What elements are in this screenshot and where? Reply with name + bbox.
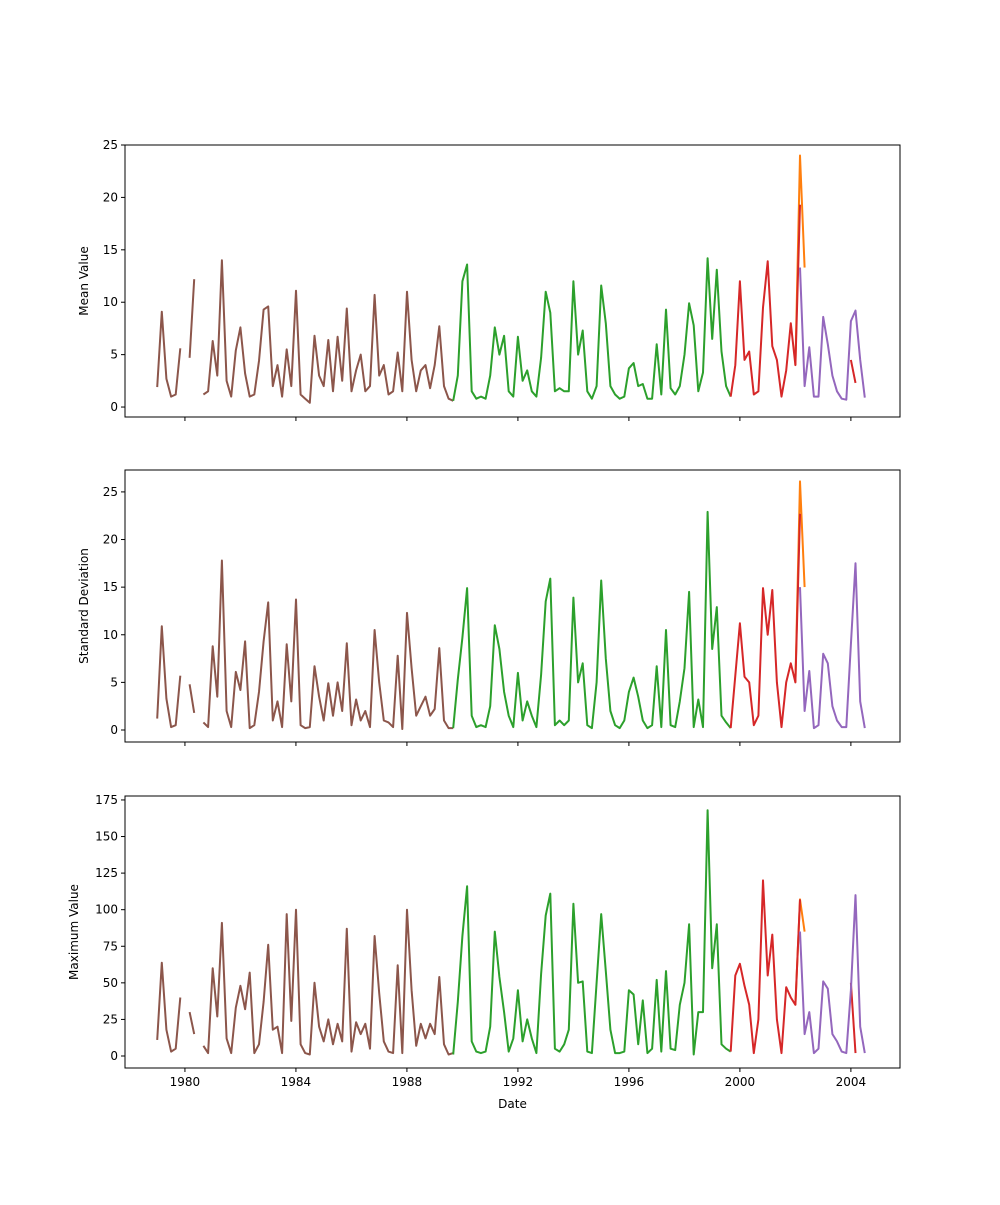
y-tick-label-std: 10 xyxy=(103,628,118,642)
series-line-green-mean xyxy=(452,257,732,401)
x-tick-label: 2000 xyxy=(725,1075,756,1089)
y-tick-label-mean: 25 xyxy=(103,138,118,152)
y-axis-label-std: Standard Deviation xyxy=(77,548,91,664)
series-line-red-std xyxy=(729,513,801,729)
y-tick-label-std: 20 xyxy=(103,533,118,547)
x-tick-label: 1992 xyxy=(503,1075,534,1089)
axes-frame-std xyxy=(124,469,901,743)
series-line-green-max xyxy=(452,809,732,1056)
series-line-purple-std xyxy=(799,562,866,730)
series-line-brown-mean xyxy=(156,259,454,404)
y-tick-label-std: 25 xyxy=(103,485,118,499)
y-tick-label-max: 75 xyxy=(103,939,118,953)
series-line-red-tail-mean xyxy=(849,359,857,384)
x-axis-label: Date xyxy=(498,1097,527,1111)
x-tick-label: 1996 xyxy=(614,1075,645,1089)
y-tick-label-mean: 15 xyxy=(103,243,118,257)
y-tick-label-mean: 20 xyxy=(103,190,118,204)
series-line-red-mean xyxy=(729,204,801,398)
series-line-red-tail-max xyxy=(849,982,857,1054)
y-tick-label-std: 0 xyxy=(110,723,118,737)
y-tick-label-max: 100 xyxy=(95,903,118,917)
x-tick-label: 1988 xyxy=(392,1075,423,1089)
y-tick-label-mean: 10 xyxy=(103,295,118,309)
x-tick-label: 1984 xyxy=(281,1075,312,1089)
series-line-green-std xyxy=(452,510,732,730)
series-line-brown-std xyxy=(156,559,454,730)
y-axis-label-mean: Mean Value xyxy=(77,246,91,315)
axes-frame-mean xyxy=(124,144,901,418)
y-tick-label-mean: 5 xyxy=(110,348,118,362)
axes-frame-max xyxy=(124,795,901,1069)
series-line-purple-mean xyxy=(799,267,866,401)
y-tick-label-max: 175 xyxy=(95,793,118,807)
series-line-brown-max xyxy=(156,908,454,1056)
y-tick-label-max: 0 xyxy=(110,1049,118,1063)
y-tick-label-mean: 0 xyxy=(110,400,118,414)
y-tick-label-max: 25 xyxy=(103,1012,118,1026)
y-tick-label-std: 15 xyxy=(103,580,118,594)
y-tick-label-std: 5 xyxy=(110,675,118,689)
y-tick-label-max: 150 xyxy=(95,830,118,844)
series-line-purple-max xyxy=(799,894,866,1055)
series-line-red-max xyxy=(729,879,801,1055)
x-tick-label: 1980 xyxy=(170,1075,201,1089)
y-tick-label-max: 50 xyxy=(103,976,118,990)
x-tick-label: 2004 xyxy=(836,1075,867,1089)
y-tick-label-max: 125 xyxy=(95,866,118,880)
y-axis-label-max: Maximum Value xyxy=(67,884,81,980)
